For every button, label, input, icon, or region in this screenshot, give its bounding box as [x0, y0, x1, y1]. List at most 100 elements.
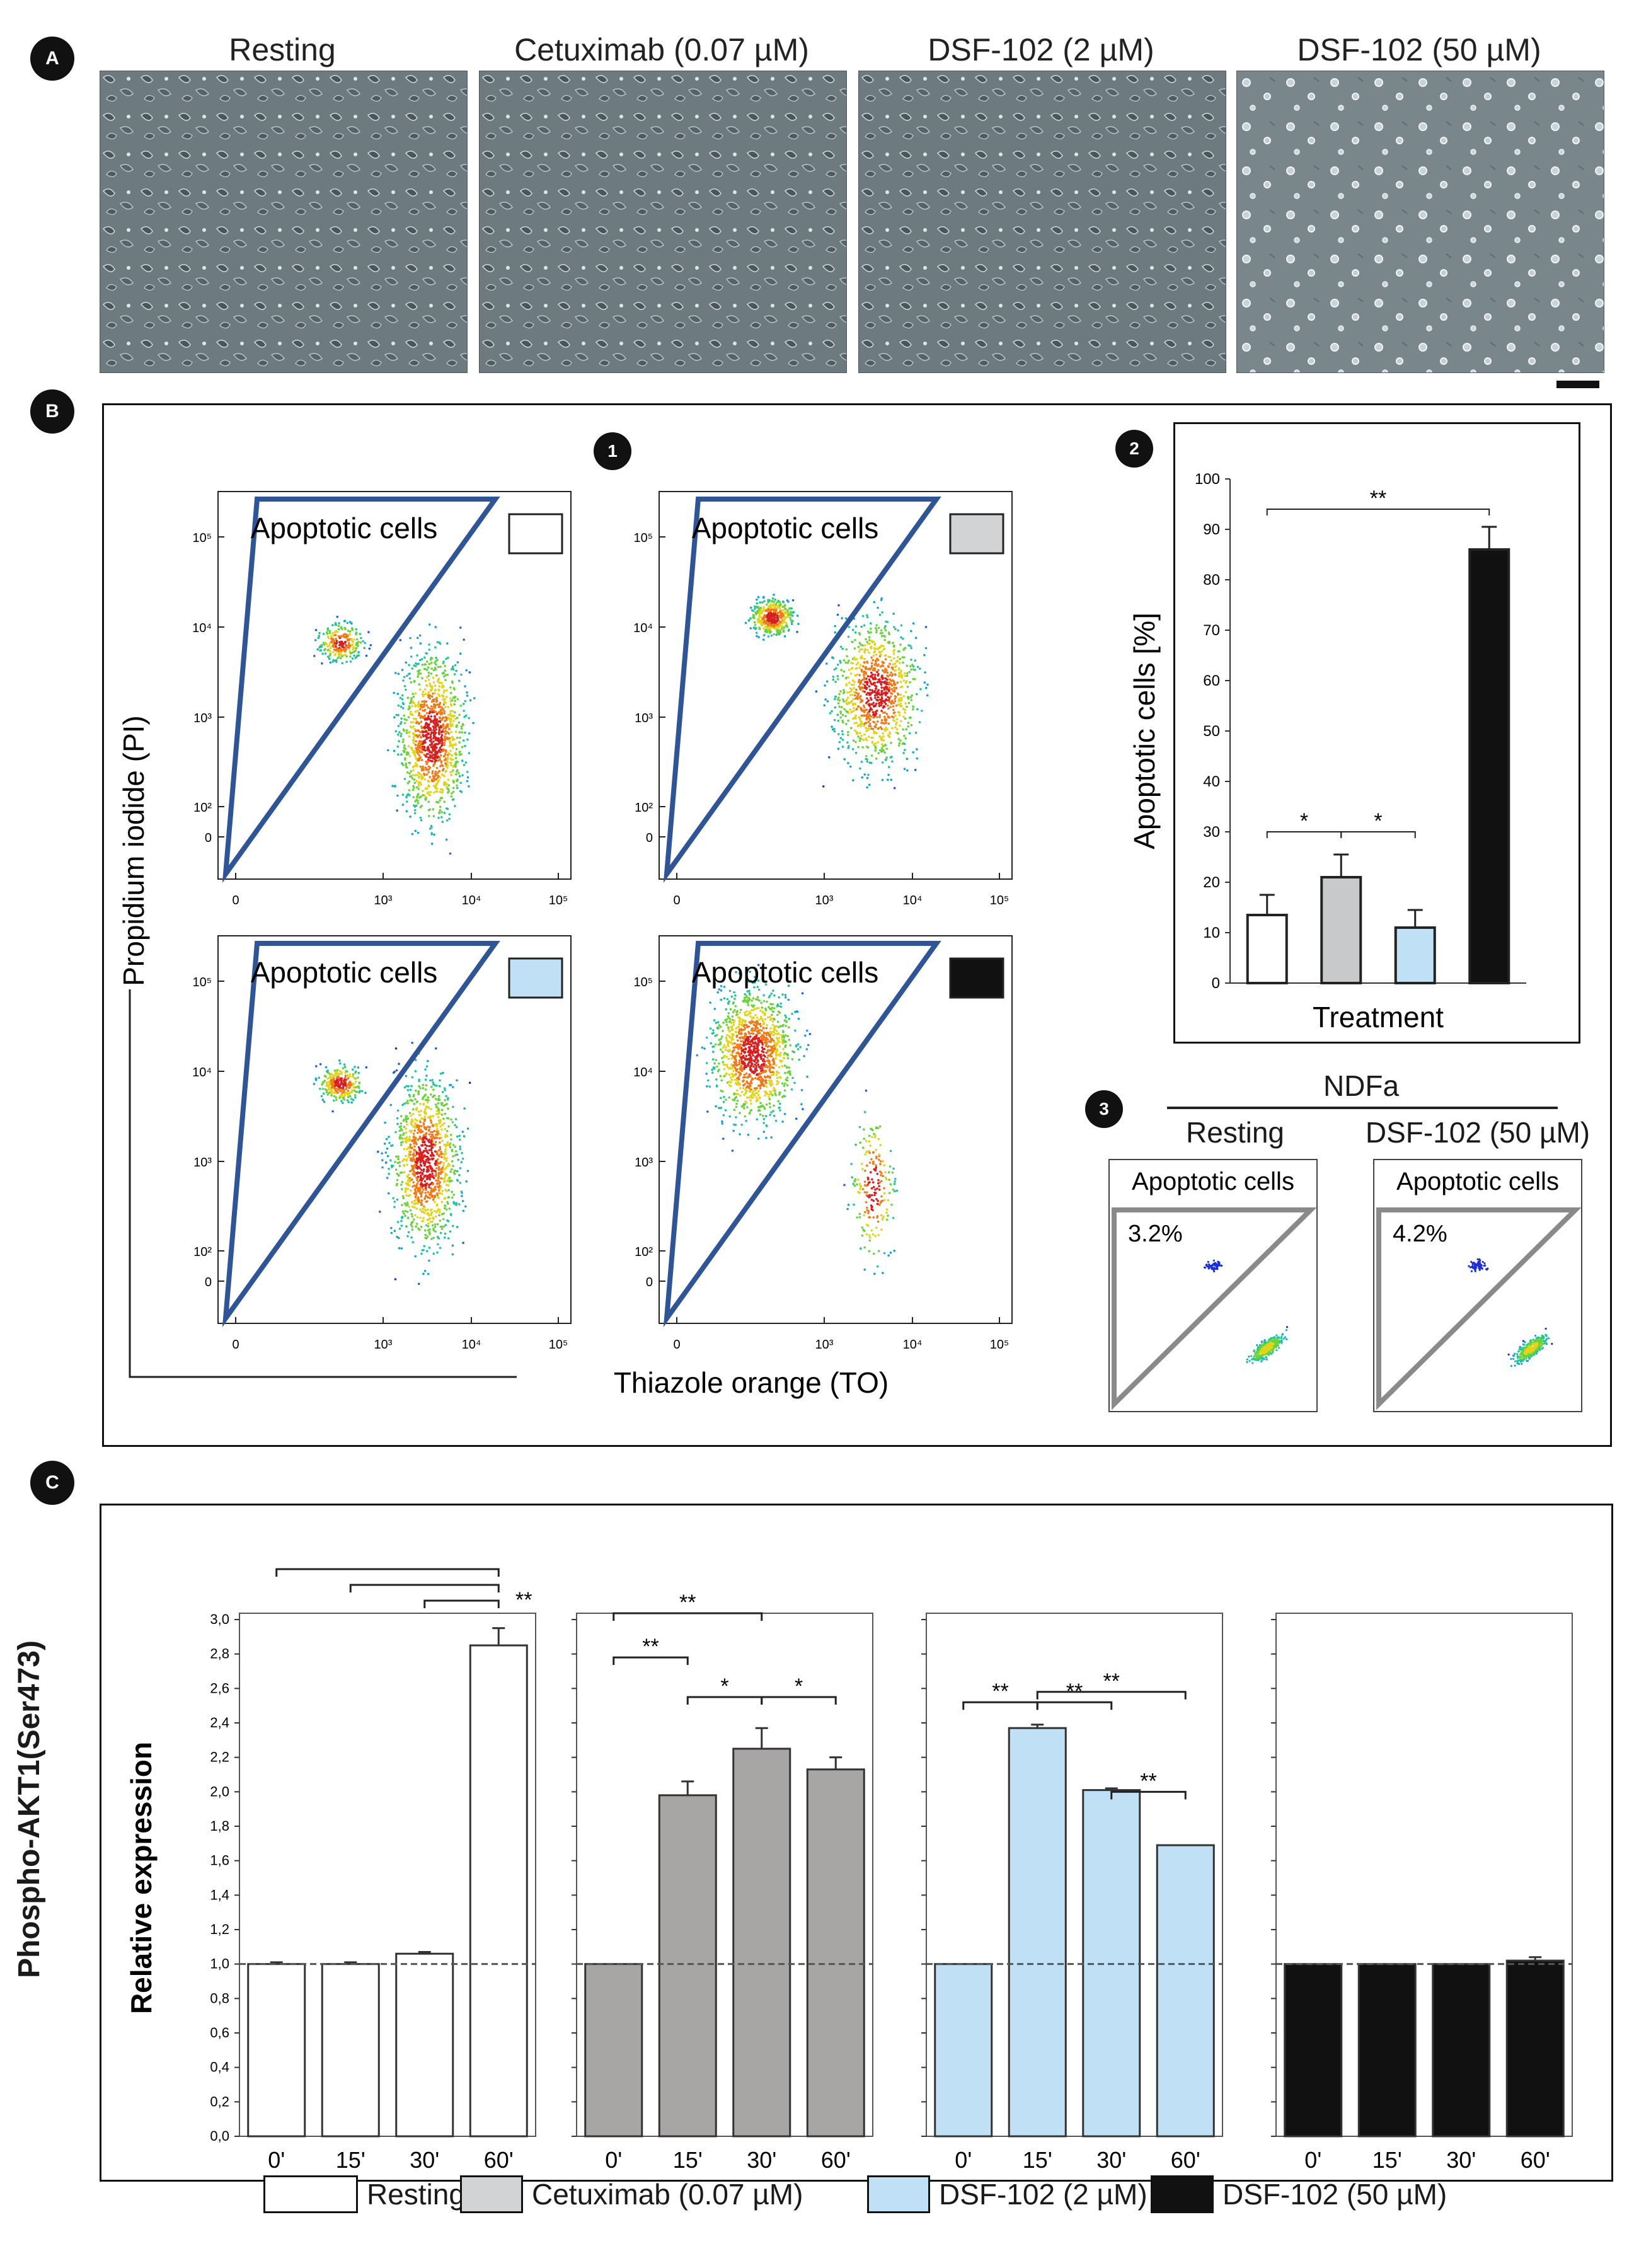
event-dot [738, 972, 741, 975]
event-dot [405, 1102, 408, 1104]
event-dot [768, 1069, 771, 1072]
event-dot [735, 1102, 738, 1105]
event-dot [854, 717, 857, 720]
event-dot [425, 1144, 429, 1147]
event-dot [411, 1113, 415, 1115]
event-dot [870, 631, 872, 634]
event-dot [733, 1066, 737, 1069]
event-dot [437, 780, 439, 783]
event-dot [421, 745, 424, 748]
event-dot [900, 636, 902, 639]
event-dot [434, 732, 437, 735]
event-dot [338, 641, 341, 643]
event-dot [423, 656, 426, 659]
event-dot [335, 1074, 338, 1076]
event-dot [912, 668, 915, 671]
event-dot [873, 647, 876, 650]
event-dot [421, 677, 423, 679]
event-dot [897, 629, 899, 632]
event-dot [774, 604, 777, 607]
event-dot [827, 756, 831, 759]
event-dot [338, 644, 342, 647]
event-dot [736, 1089, 739, 1092]
event-dot [427, 679, 430, 681]
event-dot [737, 1039, 739, 1042]
event-dot [759, 606, 762, 609]
event-dot [424, 1233, 427, 1236]
event-dot [899, 693, 902, 696]
axis-bracket [129, 989, 517, 1378]
event-dot [860, 720, 863, 723]
event-dot [321, 652, 324, 655]
event-dot [757, 596, 760, 599]
event-dot [408, 664, 410, 667]
event-dot [906, 664, 908, 667]
event-dot [388, 1172, 390, 1175]
event-dot [433, 775, 436, 778]
event-dot [434, 737, 437, 740]
event-dot [405, 1127, 407, 1130]
event-dot [321, 662, 323, 665]
event-dot [427, 715, 430, 718]
event-dot [440, 1151, 442, 1153]
event-dot [450, 668, 453, 671]
event-dot [352, 1086, 355, 1089]
event-dot [410, 1147, 413, 1149]
event-dot [779, 1102, 781, 1105]
event-dot [433, 1170, 435, 1172]
event-dot [730, 1053, 732, 1056]
event-dot [437, 1162, 439, 1165]
event-dot [744, 1013, 747, 1016]
event-dot [429, 684, 432, 687]
event-dot [423, 1175, 426, 1177]
event-dot [423, 1115, 426, 1118]
event-dot [343, 1095, 346, 1097]
event-dot [444, 752, 447, 756]
event-dot [434, 1103, 437, 1106]
event-dot [442, 675, 446, 678]
event-dot [739, 1086, 742, 1090]
event-dot [418, 1135, 422, 1138]
event-dot [744, 993, 747, 996]
event-dot [355, 647, 357, 650]
event-dot [900, 696, 903, 699]
event-dot [732, 1021, 735, 1024]
event-dot [856, 694, 859, 698]
event-dot [869, 725, 872, 728]
event-dot [425, 1224, 428, 1227]
event-dot [321, 1098, 325, 1101]
event-dot [766, 616, 769, 619]
event-dot [764, 1079, 767, 1082]
event-dot [897, 668, 900, 671]
event-dot [783, 1089, 786, 1092]
event-dot [903, 734, 906, 737]
event-dot [420, 1129, 422, 1131]
event-dot [778, 633, 781, 636]
event-dot [440, 745, 443, 747]
event-dot [743, 1107, 745, 1110]
event-dot [439, 758, 441, 761]
event-dot [314, 639, 317, 642]
event-dot [420, 1252, 423, 1255]
event-dot [429, 754, 432, 757]
event-dot [416, 636, 419, 640]
event-dot [437, 1237, 440, 1240]
event-dot [425, 768, 428, 771]
event-dot [424, 1108, 427, 1111]
event-dot [444, 1197, 447, 1199]
event-dot [435, 696, 438, 699]
event-dot [321, 1083, 323, 1086]
panel-b-badge: B [30, 389, 74, 434]
event-dot [321, 1088, 325, 1090]
event-dot [451, 1190, 453, 1193]
event-dot [788, 1018, 790, 1020]
event-dot [872, 711, 875, 713]
event-dot [432, 669, 435, 672]
event-dot [440, 1156, 443, 1158]
micrograph-dsf2 [858, 71, 1226, 373]
event-dot [327, 1086, 330, 1088]
event-dot [904, 672, 906, 675]
event-dot [442, 1178, 446, 1180]
event-dot [434, 1223, 437, 1226]
event-dot [451, 710, 454, 713]
